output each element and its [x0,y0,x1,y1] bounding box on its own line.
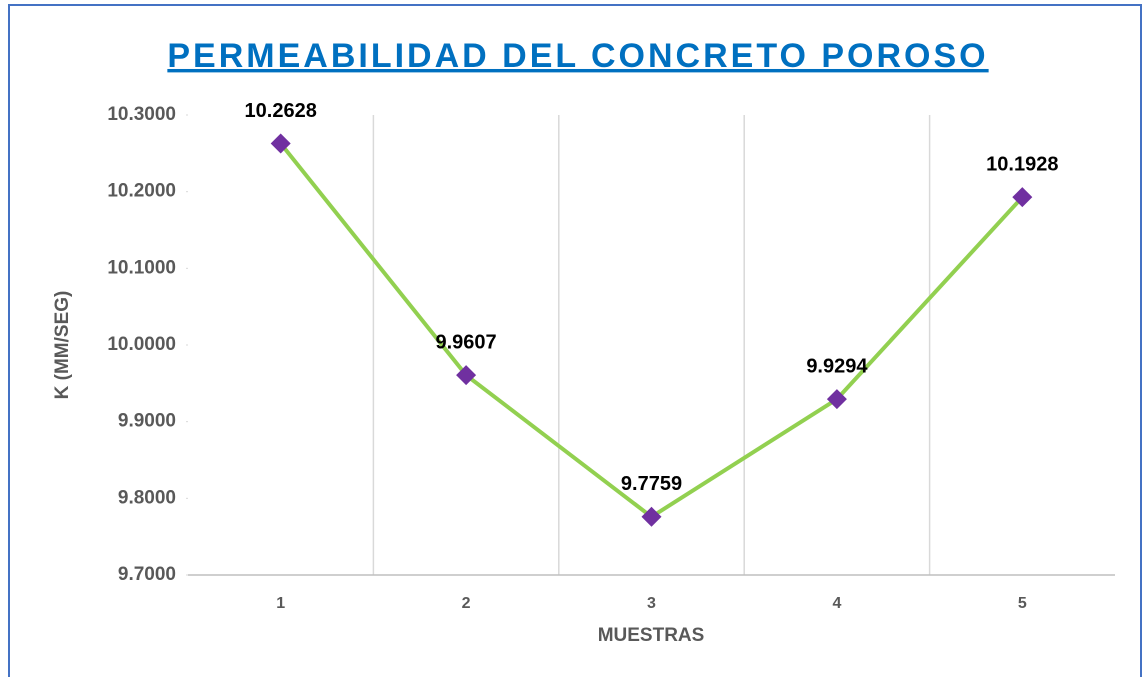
data-label: 10.2628 [245,100,317,122]
y-tick-label: 9.7000 [118,564,176,585]
chart-title: PERMEABILIDAD DEL CONCRETO POROSO [167,37,988,75]
marker [1012,187,1033,208]
y-tick-label: 10.3000 [107,104,176,125]
marker [641,506,662,527]
y-tick-label: 10.0000 [107,334,176,355]
y-axis-title: K (MM/SEG) [52,291,73,400]
marker [826,389,847,410]
x-tick-label: 2 [462,595,471,612]
data-label: 10.1928 [986,153,1058,175]
y-tick-label: 10.2000 [107,181,176,202]
x-tick-label: 3 [647,595,656,612]
x-tick-label: 5 [1018,595,1027,612]
y-tick-label: 10.1000 [107,257,176,278]
x-tick-label: 1 [276,595,285,612]
y-tick-label: 9.8000 [118,487,176,508]
marker [456,365,477,386]
data-label: 9.9294 [806,355,868,377]
y-tick-label: 9.9000 [118,411,176,432]
marker [270,133,291,154]
data-label: 9.7759 [621,473,682,495]
x-tick-label: 4 [832,595,841,612]
data-label: 9.9607 [436,331,497,353]
x-axis-title: MUESTRAS [598,625,705,646]
chart-border [8,4,1142,677]
